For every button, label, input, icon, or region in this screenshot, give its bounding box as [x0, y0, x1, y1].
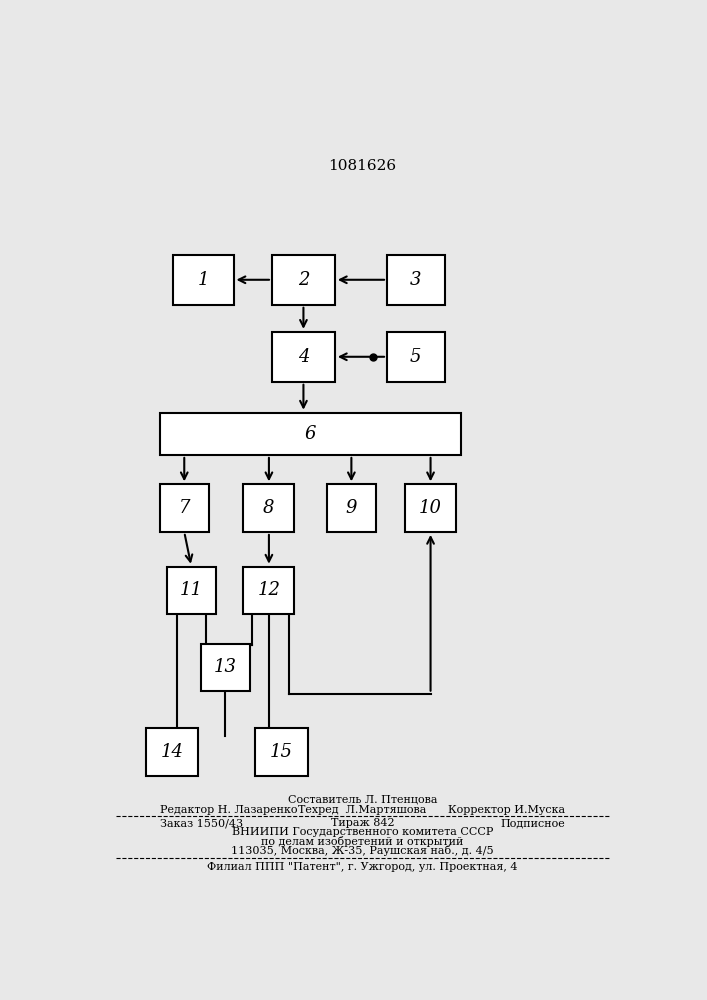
- FancyBboxPatch shape: [387, 255, 445, 305]
- Text: 1081626: 1081626: [328, 159, 397, 173]
- Text: 5: 5: [410, 348, 421, 366]
- FancyBboxPatch shape: [201, 644, 250, 691]
- FancyBboxPatch shape: [327, 484, 376, 532]
- Text: 15: 15: [270, 743, 293, 761]
- FancyBboxPatch shape: [160, 413, 461, 455]
- Text: Заказ 1550/43: Заказ 1550/43: [160, 818, 243, 828]
- Text: 13: 13: [214, 658, 237, 676]
- Text: 2: 2: [298, 271, 309, 289]
- FancyBboxPatch shape: [243, 567, 294, 614]
- FancyBboxPatch shape: [167, 567, 216, 614]
- Text: 10: 10: [419, 499, 442, 517]
- Text: ВНИИПИ Государственного комитета СССР: ВНИИПИ Государственного комитета СССР: [232, 827, 493, 837]
- FancyBboxPatch shape: [387, 332, 445, 382]
- FancyBboxPatch shape: [160, 484, 209, 532]
- Text: 11: 11: [180, 581, 203, 599]
- FancyBboxPatch shape: [272, 255, 335, 305]
- Text: 113035, Москва, Ж-35, Раушская наб., д. 4/5: 113035, Москва, Ж-35, Раушская наб., д. …: [231, 845, 493, 856]
- FancyBboxPatch shape: [146, 728, 198, 776]
- FancyBboxPatch shape: [243, 484, 294, 532]
- Text: Составитель Л. Птенцова: Составитель Л. Птенцова: [288, 794, 437, 804]
- Text: 7: 7: [178, 499, 190, 517]
- Text: 12: 12: [257, 581, 281, 599]
- Text: 8: 8: [263, 499, 274, 517]
- Text: 1: 1: [198, 271, 209, 289]
- Text: Филиал ППП "Патент", г. Ужгород, ул. Проектная, 4: Филиал ППП "Патент", г. Ужгород, ул. Про…: [207, 862, 518, 872]
- Text: 6: 6: [305, 425, 316, 443]
- Text: Подписное: Подписное: [501, 818, 565, 828]
- Text: по делам изобретений и открытий: по делам изобретений и открытий: [261, 836, 464, 847]
- FancyBboxPatch shape: [173, 255, 233, 305]
- Text: Корректор И.Муска: Корректор И.Муска: [448, 805, 565, 815]
- Text: 14: 14: [160, 743, 183, 761]
- FancyBboxPatch shape: [272, 332, 335, 382]
- Text: 9: 9: [346, 499, 357, 517]
- Text: 4: 4: [298, 348, 309, 366]
- Text: Тираж 842: Тираж 842: [331, 818, 394, 828]
- Text: Редактор Н. Лазаренко: Редактор Н. Лазаренко: [160, 805, 297, 815]
- Text: Техред  Л.Мартяшова: Техред Л.Мартяшова: [298, 805, 426, 815]
- FancyBboxPatch shape: [405, 484, 456, 532]
- Text: 3: 3: [410, 271, 421, 289]
- FancyBboxPatch shape: [255, 728, 308, 776]
